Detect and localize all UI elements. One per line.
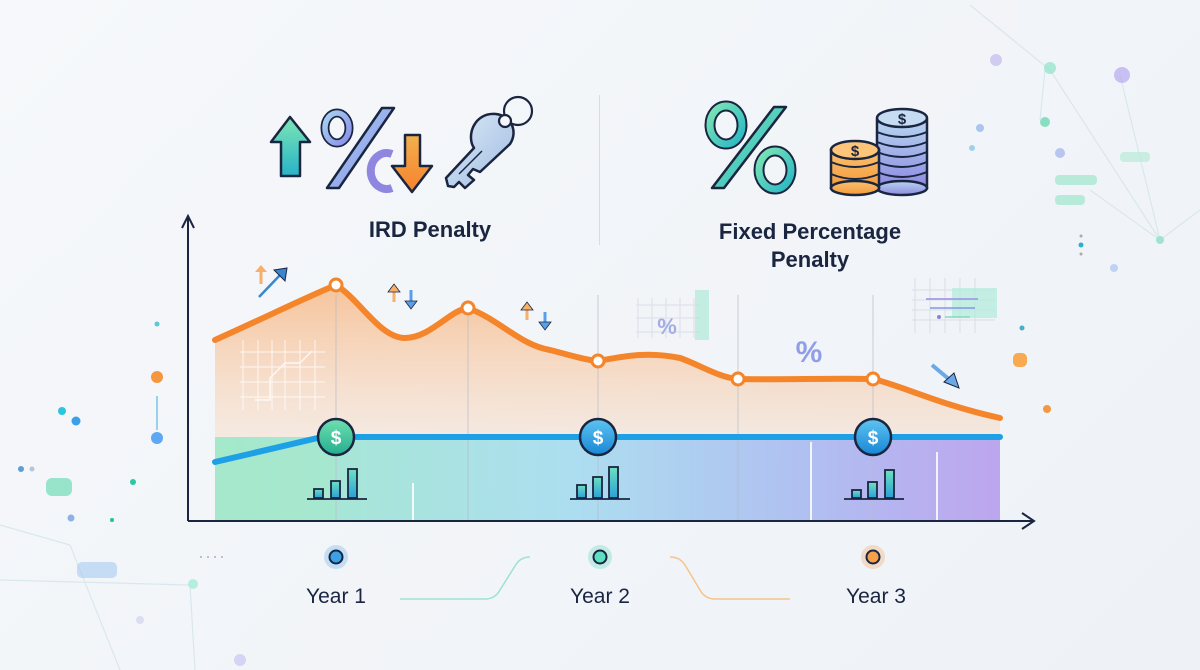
svg-text:$: $ — [898, 111, 907, 128]
timeline-marker-year1 — [324, 545, 348, 569]
dollar-marker-year1: $ — [316, 417, 356, 457]
svg-text:%: % — [657, 314, 677, 339]
header-divider — [599, 95, 600, 245]
up-down-arrows-icon — [387, 283, 552, 331]
fixed-header: $ $ Fixed Percentage Penalty — [660, 90, 960, 280]
rate-change-icon — [269, 95, 534, 194]
percent-grid-icon: % — [636, 290, 709, 340]
bar-chart-icon — [307, 466, 904, 500]
timeline-marker-year3 — [861, 545, 885, 569]
trend-up-arrow-icon — [255, 265, 288, 298]
dollar-marker-year3: $ — [853, 417, 893, 457]
fixed-penalty-title-line2: Penalty — [770, 247, 850, 272]
ird-line — [212, 281, 1003, 421]
timeline-label-year2: Year 2 — [570, 585, 630, 608]
timeline-label-year1: Year 1 — [306, 585, 366, 608]
fixed-penalty-title-line1: Fixed Percentage — [718, 219, 902, 244]
ird-penalty-title: IRD Penalty — [368, 217, 492, 242]
percent-coins-icon: $ $ — [704, 100, 929, 197]
svg-text:$: $ — [851, 143, 860, 160]
timeline-label-year3: Year 3 — [846, 585, 906, 608]
ird-points — [328, 277, 881, 387]
mini-grid-icon — [240, 340, 325, 410]
percent-icon: % — [796, 336, 823, 369]
dollar-marker-year2: $ — [578, 417, 618, 457]
ird-header: IRD Penalty — [260, 90, 580, 250]
timeline-marker-year2 — [588, 545, 612, 569]
legend-lines-icon — [912, 278, 997, 333]
svg-text:$: $ — [868, 428, 879, 449]
svg-text:$: $ — [593, 428, 604, 449]
coin-stack-icon: $ $ — [829, 107, 929, 197]
key-icon — [444, 95, 534, 190]
trend-down-arrow-icon — [930, 363, 960, 389]
svg-text:$: $ — [331, 428, 342, 449]
